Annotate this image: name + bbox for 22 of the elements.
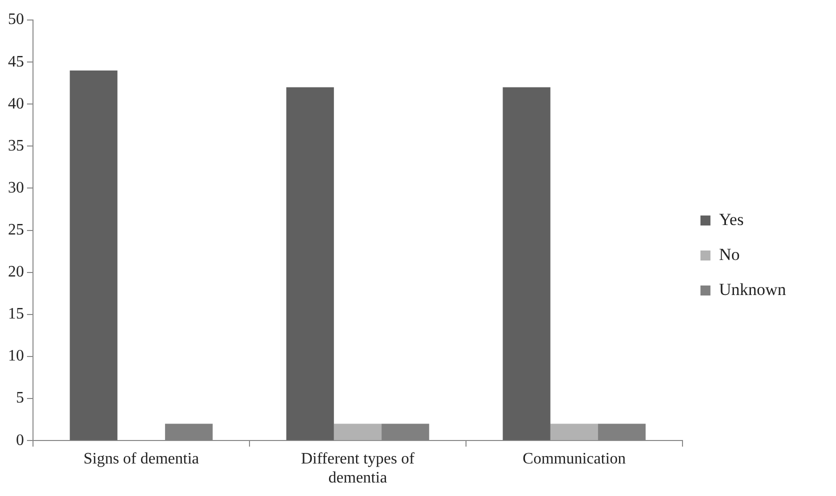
y-tick-label: 5 xyxy=(16,390,24,407)
bar xyxy=(70,70,118,440)
y-tick-label: 20 xyxy=(8,264,24,281)
y-tick-label: 10 xyxy=(8,348,24,365)
y-tick-label: 40 xyxy=(8,95,24,112)
x-tick-label: Different types of dementia xyxy=(300,450,416,487)
bar xyxy=(286,87,334,440)
y-tick-label: 45 xyxy=(8,53,24,70)
x-tick-label: Communication xyxy=(522,450,626,468)
y-tick-label: 50 xyxy=(8,11,24,28)
bar xyxy=(502,87,550,440)
y-tick-label: 30 xyxy=(8,179,24,196)
legend-label: Yes xyxy=(718,210,744,229)
y-tick-label: 35 xyxy=(8,137,24,154)
bar xyxy=(334,424,382,440)
legend-label: Unknown xyxy=(718,280,786,299)
y-tick-label: 0 xyxy=(16,432,24,449)
y-tick-label: 15 xyxy=(8,306,24,323)
y-tick-label: 25 xyxy=(8,222,24,239)
x-tick-label: Signs of dementia xyxy=(83,450,200,468)
bar xyxy=(550,424,598,440)
legend-label: No xyxy=(718,244,740,264)
